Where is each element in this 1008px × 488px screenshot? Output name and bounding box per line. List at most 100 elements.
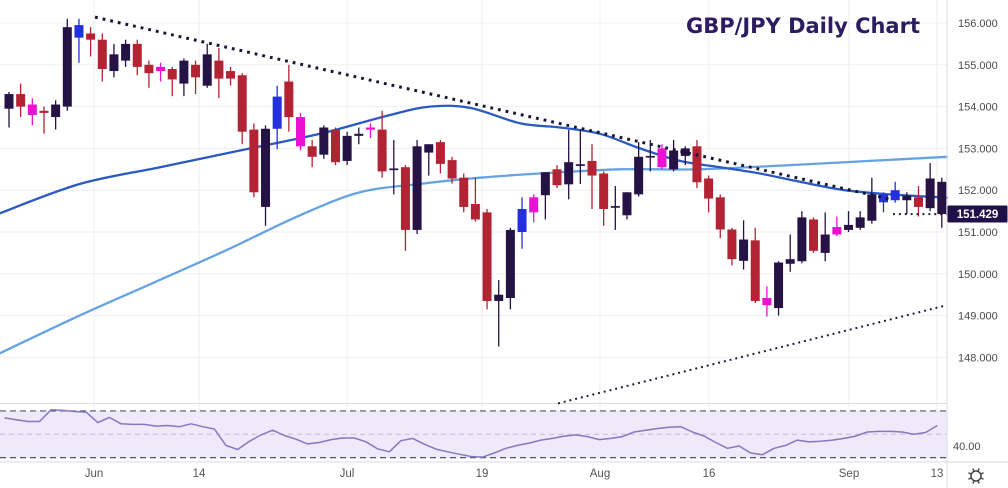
time-tick-label: Jul — [340, 468, 355, 480]
candle-body — [202, 54, 212, 86]
candle-body — [86, 33, 96, 40]
candle-body — [319, 127, 329, 155]
candle-body — [529, 197, 539, 213]
candle-body — [156, 66, 166, 72]
price-tick-label: 152.000 — [958, 185, 998, 197]
candle-body — [27, 104, 37, 115]
candle-body — [191, 64, 201, 78]
price-axis: 156.000 155.000 154.000 153.000 152.000 151.0… — [958, 18, 998, 364]
candle-body — [307, 146, 317, 157]
candle-body — [540, 172, 550, 196]
price-tick-label: 154.000 — [958, 102, 998, 114]
candle-body — [51, 104, 61, 118]
time-tick-label: 13 — [931, 468, 944, 480]
candle-body — [447, 160, 457, 179]
candle-body — [459, 177, 469, 207]
candle-body — [377, 129, 387, 172]
trendlines — [94, 15, 948, 405]
candle-body — [692, 146, 702, 183]
candle-body — [622, 192, 632, 216]
price-tick-label: 151.000 — [958, 227, 998, 239]
price-tick-label: 148.000 — [958, 352, 998, 364]
candle-body — [330, 129, 340, 163]
candle-body — [645, 155, 655, 158]
candle-body — [913, 197, 923, 207]
candle-body — [424, 144, 434, 153]
time-axis: Jun 14 Jul 19 Aug 16 Sep 13 — [85, 468, 944, 480]
candle-body — [832, 226, 842, 235]
candle-body — [902, 195, 912, 201]
candle-body — [132, 43, 142, 67]
candle-body — [669, 150, 679, 170]
moving-averages — [0, 104, 949, 355]
candle-body — [494, 294, 504, 301]
candle-body — [144, 64, 154, 74]
candle-body — [74, 25, 84, 38]
candle-body — [342, 135, 352, 161]
ascending-support-dotted — [557, 304, 948, 405]
current-price-badge: 151.429 — [947, 205, 1008, 223]
settings-gear-icon[interactable] — [968, 468, 984, 484]
price-tick-label: 156.000 — [958, 18, 998, 30]
chart-title: GBP/JPY Daily Chart — [686, 14, 920, 38]
candle-body — [109, 54, 119, 72]
rsi-panel — [0, 403, 947, 459]
candle-body — [365, 127, 375, 130]
candle-body — [39, 110, 49, 113]
time-tick-label: Jun — [85, 468, 104, 480]
candle-body — [214, 60, 224, 79]
price-tick-label: 150.000 — [958, 269, 998, 281]
candle-body — [820, 234, 830, 253]
time-tick-label: 14 — [193, 468, 206, 480]
rsi-axis-label: 40.00 — [953, 441, 981, 453]
candle-body — [121, 43, 131, 61]
candle-body — [482, 212, 492, 301]
current-price-label: 151.429 — [957, 209, 999, 221]
candle-body — [179, 60, 189, 84]
candle-body — [634, 156, 644, 195]
candle-body — [844, 224, 854, 230]
candle-body — [599, 173, 609, 210]
candle-body — [785, 259, 795, 264]
candle-body — [657, 148, 667, 168]
candle-body — [354, 133, 364, 136]
candle-body — [715, 197, 725, 230]
candle-body — [97, 39, 107, 69]
candle-body — [272, 96, 282, 129]
candle-body — [727, 229, 737, 260]
candle-body — [680, 148, 690, 156]
time-tick-label: 16 — [703, 468, 716, 480]
candle-body — [774, 262, 784, 309]
candle-body — [412, 146, 422, 230]
candle-body — [296, 117, 305, 147]
candle-body — [505, 229, 515, 299]
candle-body — [750, 240, 760, 301]
candle-body — [762, 298, 772, 306]
candle-body — [879, 194, 888, 203]
candle-body — [587, 160, 597, 176]
ma-fast-dark-blue — [0, 104, 949, 215]
candle-body — [610, 206, 620, 208]
candle-body — [4, 94, 14, 109]
candle-body — [890, 190, 900, 201]
descending-resistance-dotted — [94, 15, 894, 202]
time-tick-label: Sep — [839, 468, 859, 480]
candle-body — [797, 217, 807, 262]
price-tick-label: 149.000 — [958, 311, 998, 323]
candle-body — [62, 27, 72, 107]
candle-body — [739, 239, 749, 261]
candle-body — [925, 178, 935, 209]
candle-body — [261, 128, 271, 207]
candle-body — [237, 75, 247, 132]
candlesticks — [4, 18, 947, 347]
candle-body — [937, 181, 947, 215]
candle-body — [226, 71, 236, 79]
candle-body — [284, 81, 294, 118]
candle-body — [564, 162, 574, 185]
candle-body — [167, 68, 177, 80]
candle-body — [435, 142, 445, 164]
candle-body — [809, 219, 819, 251]
